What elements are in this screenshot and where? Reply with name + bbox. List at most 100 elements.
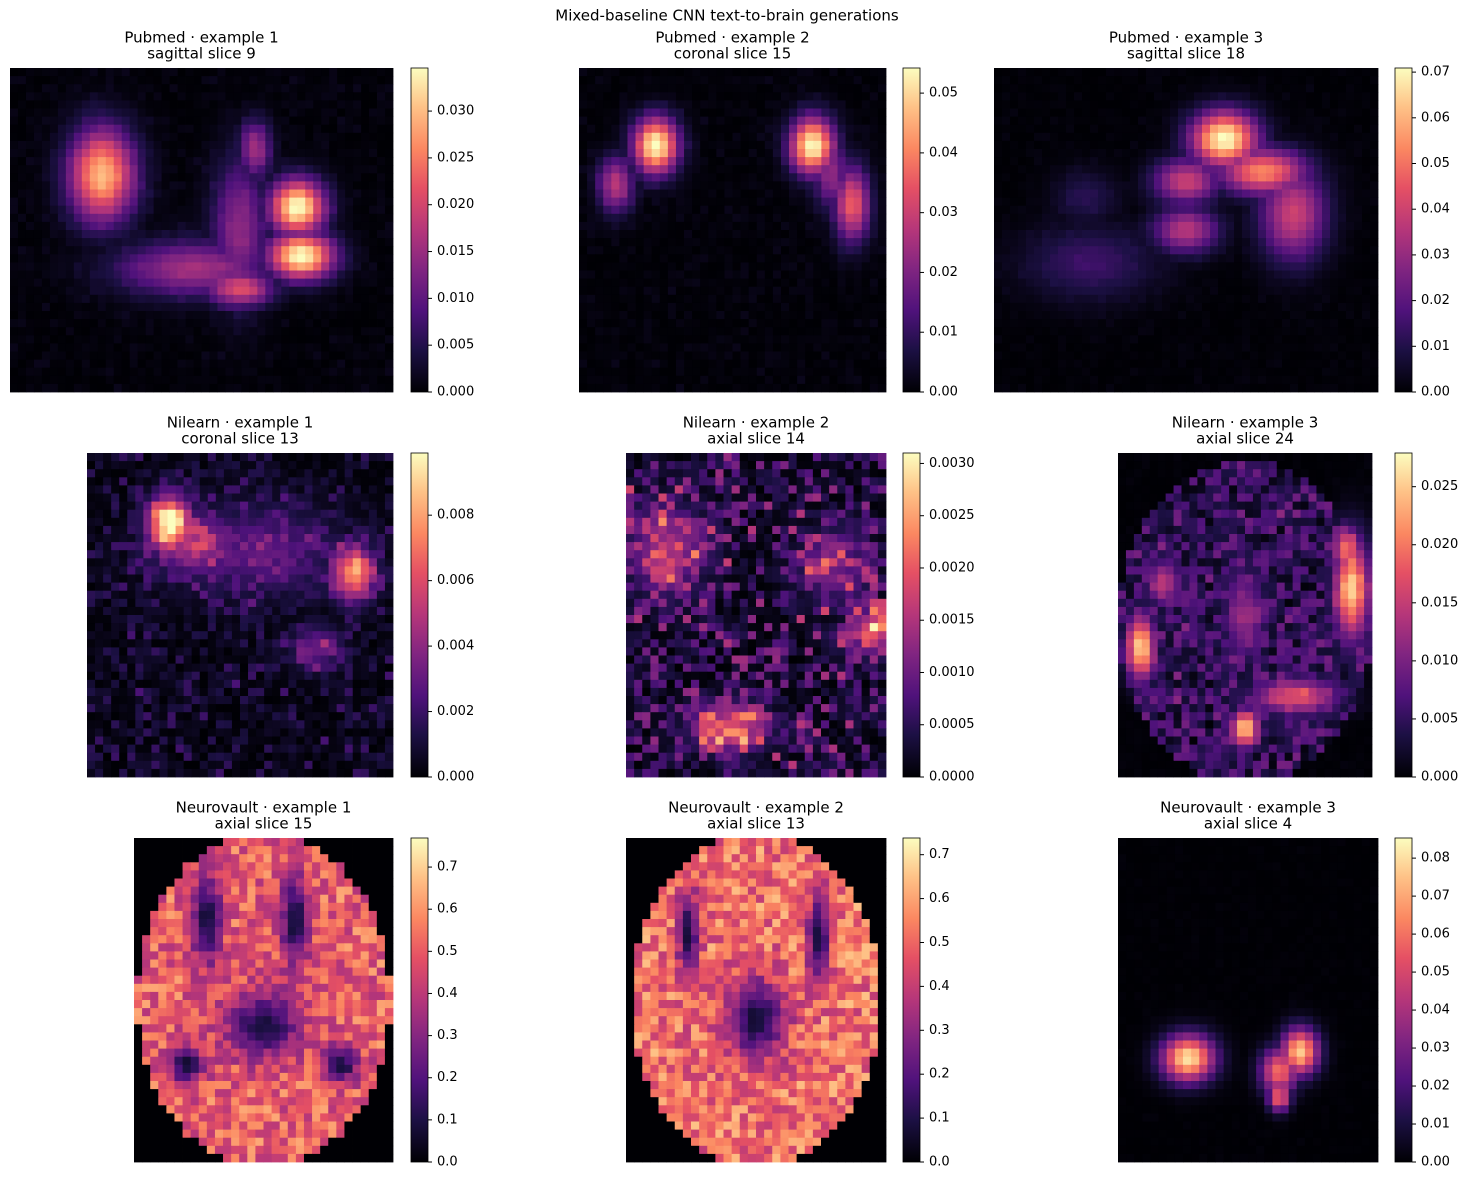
heatmap-cell <box>113 92 123 101</box>
heatmap-cell <box>145 124 155 134</box>
heatmap-cell <box>611 165 620 174</box>
heatmap-cell <box>1186 254 1195 263</box>
heatmap-cell <box>635 359 645 369</box>
heatmap-cell <box>1250 132 1259 142</box>
heatmap-cell <box>708 197 717 207</box>
heatmap-cell <box>1178 181 1187 190</box>
heatmap-cell <box>297 367 306 377</box>
heatmap-cell <box>994 221 1003 231</box>
heatmap-cell <box>1338 262 1347 271</box>
heatmap-cell <box>249 221 258 231</box>
heatmap-cell <box>994 205 1003 215</box>
heatmap-cell <box>1274 262 1283 271</box>
heatmap-cell <box>1002 238 1011 247</box>
heatmap-cell <box>1130 116 1139 126</box>
heatmap-cell <box>1226 270 1235 279</box>
heatmap-cell <box>1210 254 1219 263</box>
heatmap-cell <box>675 140 685 150</box>
heatmap-cell <box>353 221 362 231</box>
heatmap-cell <box>587 116 596 126</box>
heatmap-cell <box>1266 181 1275 190</box>
heatmap-cell <box>377 302 386 312</box>
heatmap-cell <box>595 319 604 328</box>
heatmap-cell <box>797 149 806 158</box>
heatmap-cell <box>1130 108 1139 117</box>
heatmap-cell <box>1090 213 1099 223</box>
heatmap-cell <box>1362 189 1371 198</box>
heatmap-cell <box>105 84 115 93</box>
heatmap-cell <box>869 294 879 304</box>
heatmap-cell <box>1058 140 1067 150</box>
heatmap-cell <box>587 157 596 166</box>
heatmap-cell <box>17 181 27 190</box>
heatmap-cell <box>1106 286 1115 296</box>
heatmap-cell <box>659 84 669 93</box>
heatmap-cell <box>345 246 354 255</box>
heatmap-cell <box>845 213 855 223</box>
heatmap-cell <box>877 375 887 385</box>
heatmap-cell <box>780 205 790 215</box>
heatmap-cell <box>1242 157 1251 166</box>
heatmap-cell <box>1210 189 1219 198</box>
heatmap-cell <box>1090 100 1099 109</box>
heatmap-cell <box>265 238 274 247</box>
heatmap-cell <box>821 76 830 85</box>
heatmap-cell <box>821 157 830 166</box>
heatmap-cell <box>845 375 855 385</box>
heatmap-cell <box>603 230 612 239</box>
heatmap-cell <box>764 351 774 360</box>
heatmap-cell <box>1106 246 1115 255</box>
heatmap-cell <box>201 149 210 158</box>
heatmap-cell <box>635 132 645 142</box>
heatmap-cell <box>797 189 806 198</box>
heatmap-cell <box>1258 278 1267 288</box>
heatmap-cell <box>1122 189 1131 198</box>
heatmap-cell <box>345 197 354 207</box>
heatmap-cell <box>789 254 798 263</box>
heatmap-cell <box>708 335 717 344</box>
heatmap-cell <box>724 230 733 239</box>
heatmap-cell <box>724 359 733 369</box>
heatmap-cell <box>185 286 194 296</box>
heatmap-cell <box>185 189 194 198</box>
heatmap-cell <box>700 221 709 231</box>
heatmap-cell <box>1370 197 1379 207</box>
heatmap-cell <box>579 197 588 207</box>
heatmap-cell <box>1218 108 1227 117</box>
heatmap-cell <box>1066 278 1075 288</box>
heatmap-cell <box>813 254 822 263</box>
heatmap-cell <box>813 230 822 239</box>
heatmap-cell <box>1330 140 1339 150</box>
heatmap-cell <box>861 124 871 134</box>
heatmap-cell <box>1114 140 1123 150</box>
heatmap-cell <box>129 205 139 215</box>
heatmap-cell <box>313 76 322 85</box>
heatmap-cell <box>241 383 250 393</box>
heatmap-cell <box>65 213 75 223</box>
heatmap-cell <box>225 311 234 320</box>
heatmap-cell <box>369 375 378 385</box>
heatmap-cell <box>659 343 669 352</box>
heatmap-cell <box>137 76 147 85</box>
heatmap-cell <box>97 221 107 231</box>
heatmap-cell <box>1146 254 1155 263</box>
heatmap-cell <box>305 270 314 279</box>
heatmap-cell <box>281 319 290 328</box>
heatmap-cell <box>1050 157 1059 166</box>
heatmap-cell <box>81 92 91 101</box>
heatmap-cell <box>129 302 139 312</box>
heatmap-cell <box>1242 116 1251 126</box>
heatmap-cell <box>201 367 210 377</box>
heatmap-cell <box>813 157 822 166</box>
heatmap-cell <box>345 359 354 369</box>
heatmap-cell <box>281 335 290 344</box>
heatmap-cell <box>724 367 733 377</box>
heatmap-cell <box>1066 262 1075 271</box>
heatmap-cell <box>1210 116 1219 126</box>
colorbar-tick-label: 0.025 <box>437 150 474 165</box>
heatmap-cell <box>73 108 83 117</box>
heatmap-cell <box>345 319 354 328</box>
heatmap-cell <box>619 367 628 377</box>
heatmap-cell <box>780 367 790 377</box>
heatmap-cell <box>1282 278 1291 288</box>
